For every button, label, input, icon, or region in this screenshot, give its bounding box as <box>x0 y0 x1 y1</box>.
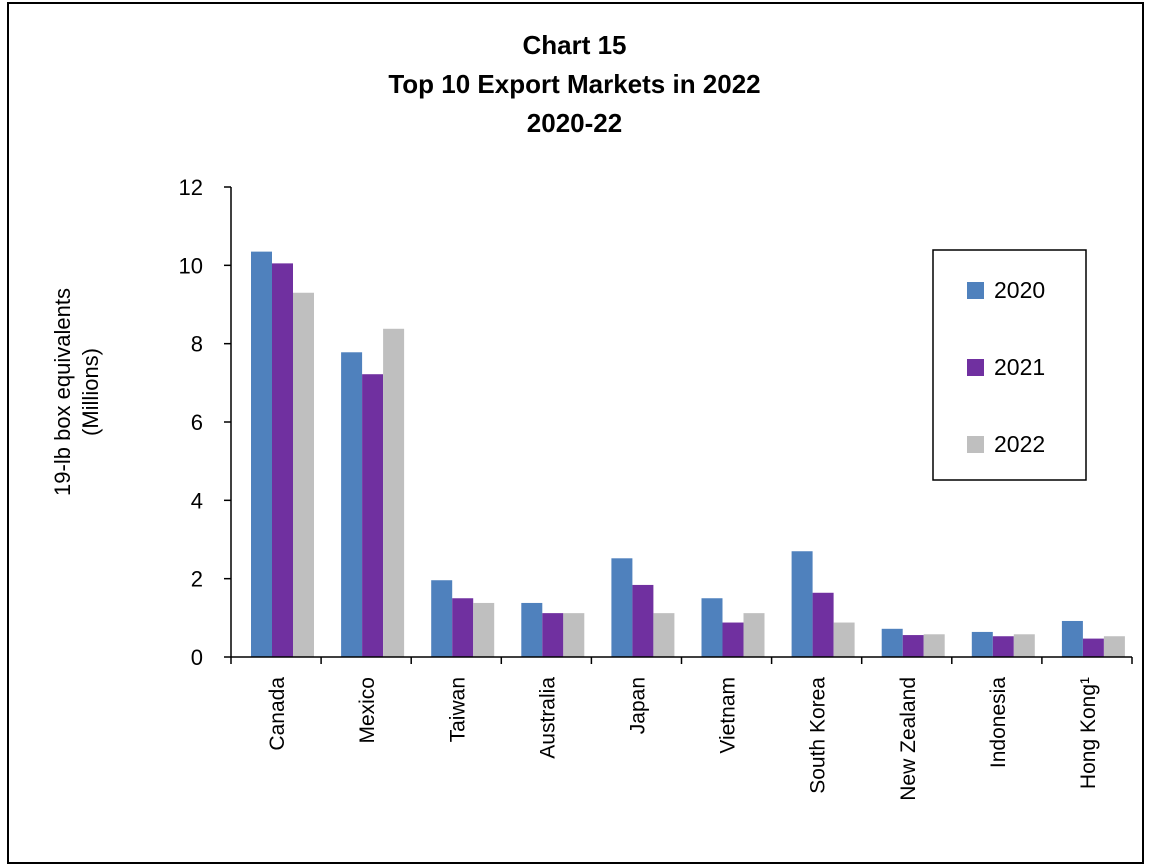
bar-2022-new-zealand <box>923 634 945 657</box>
bar-2020-australia <box>521 602 543 657</box>
x-tick-label: Canada <box>266 677 289 751</box>
chart-title: Chart 15 <box>522 30 627 60</box>
y-axis-label-line-1: 19-lb box equivalents <box>50 288 75 496</box>
bar-2022-hong-kong- <box>1103 636 1125 657</box>
bar-2021-australia <box>542 613 564 657</box>
bar-2021-new-zealand <box>902 635 924 657</box>
bar-2021-south-korea <box>812 592 834 657</box>
x-tick-label: New Zealand <box>897 677 920 801</box>
x-tick-label: South Korea <box>807 677 830 794</box>
legend-box <box>932 249 1087 481</box>
bar-2022-japan <box>653 613 675 657</box>
legend-swatch-2022 <box>967 436 984 453</box>
x-tick-label: Mexico <box>356 677 379 744</box>
x-ticks-group: Canada Mexico Taiwan Australia Japan Vietnam S… <box>230 657 1133 801</box>
bar-2021-taiwan <box>452 598 474 657</box>
y-axis-label-line-2: (Millions) <box>78 348 103 436</box>
bar-2020-indonesia <box>971 631 993 657</box>
x-tick-label: Taiwan <box>446 677 469 742</box>
y-tick-label: 10 <box>179 253 203 278</box>
bar-2020-mexico <box>341 352 363 657</box>
bar-2022-australia <box>563 613 585 657</box>
chart-titles: Chart 15 Top 10 Export Markets in 2022 2… <box>0 26 1149 143</box>
x-tick-label: Hong Kong¹ <box>1077 677 1100 789</box>
x-tick-label: Indonesia <box>987 677 1010 768</box>
bar-2022-mexico <box>383 328 405 657</box>
y-tick-label: 8 <box>191 332 203 357</box>
bar-2020-canada <box>251 251 272 657</box>
bar-2020-japan <box>611 558 633 657</box>
bar-2020-south-korea <box>791 551 813 657</box>
legend-label-2022: 2022 <box>994 431 1045 457</box>
bar-2021-canada <box>272 263 293 657</box>
bar-2022-canada <box>293 292 314 657</box>
chart-period: 2020-22 <box>526 108 623 138</box>
bar-2021-vietnam <box>722 622 744 657</box>
bar-2022-indonesia <box>1013 634 1035 657</box>
y-tick-label: 0 <box>191 645 203 670</box>
legend-swatch-2020 <box>967 282 984 299</box>
chart-subtitle: Top 10 Export Markets in 2022 <box>388 69 761 99</box>
y-axis-label: 19-lb box equivalents (Millions) <box>50 288 103 496</box>
bar-2020-hong-kong- <box>1061 620 1083 657</box>
bar-2022-vietnam <box>743 613 765 657</box>
bar-2021-japan <box>632 584 654 657</box>
legend-swatch-2021 <box>967 359 984 376</box>
legend-label-2020: 2020 <box>994 277 1045 303</box>
legend-label-2021: 2021 <box>994 354 1045 380</box>
x-tick-label: Japan <box>626 677 649 734</box>
y-ticks-group: 0 2 4 6 8 10 12 <box>179 175 231 670</box>
y-tick-label: 4 <box>191 488 203 513</box>
y-tick-label: 2 <box>191 567 203 592</box>
x-tick-label: Australia <box>536 677 559 759</box>
bar-2021-indonesia <box>992 636 1014 657</box>
y-tick-label: 12 <box>179 175 203 200</box>
bar-2020-new-zealand <box>881 628 903 657</box>
bar-2021-hong-kong- <box>1082 638 1104 657</box>
x-tick-label: Vietnam <box>717 677 740 754</box>
bar-2022-taiwan <box>473 602 495 657</box>
bar-2020-vietnam <box>701 598 723 657</box>
bar-2020-taiwan <box>431 580 453 657</box>
bar-2022-south-korea <box>833 622 855 657</box>
bar-2021-mexico <box>362 374 384 657</box>
legend: 2020 2021 2022 <box>932 249 1087 481</box>
y-tick-label: 6 <box>191 410 203 435</box>
bars-group <box>251 251 1125 657</box>
